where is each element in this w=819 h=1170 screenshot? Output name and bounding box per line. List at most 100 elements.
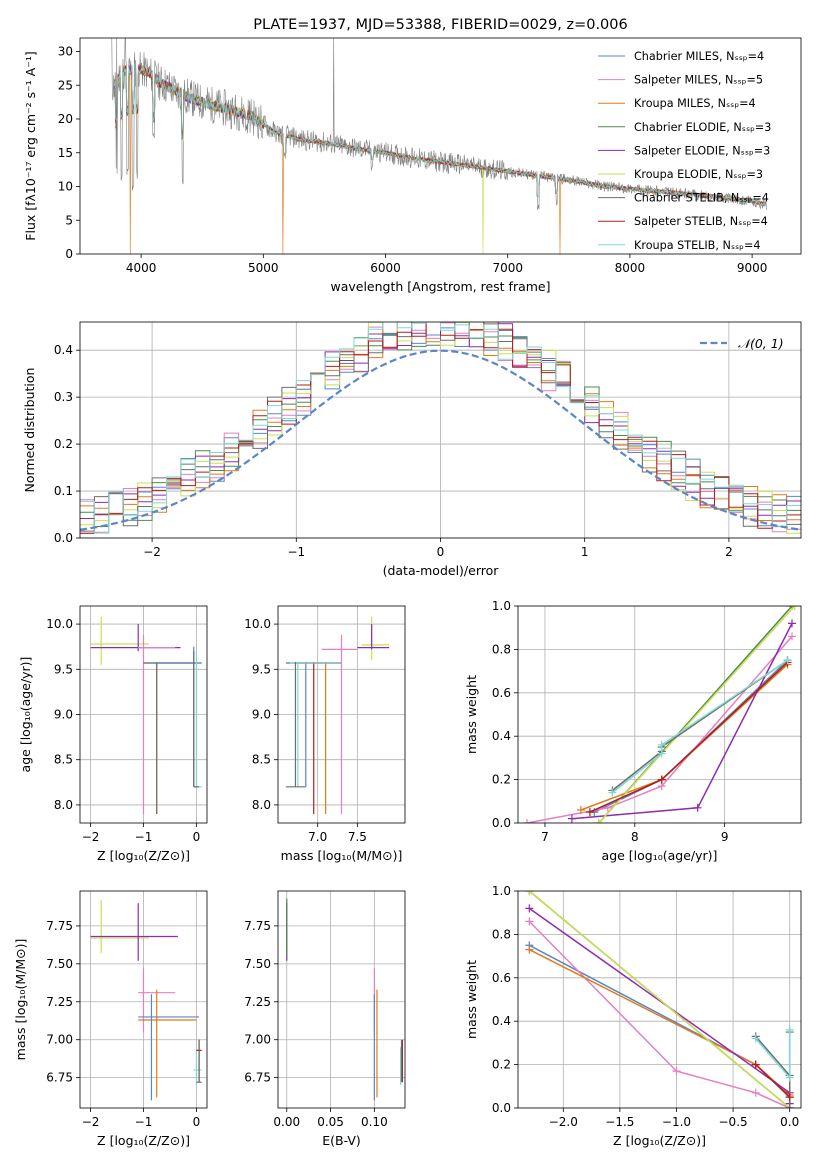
age_vs_z-plot-area	[80, 606, 207, 823]
mass_vs_z-frame	[79, 890, 208, 1109]
age_vs_z-ylabel: age [log₁₀(age/yr)]	[18, 657, 33, 773]
legend-entry: Kroupa STELIB, Nₛₛₚ=4	[634, 239, 760, 252]
marker-salpeter-miles	[672, 1067, 681, 1076]
weight_vs_z-frame	[517, 890, 802, 1109]
weight_vs_age-ytick-label: 0.8	[492, 642, 511, 656]
residuals-xtick-label: 0	[437, 545, 445, 559]
weight_vs_z-ytick-label: 0.4	[492, 1014, 511, 1028]
residuals-plot-area	[80, 322, 801, 538]
mass_vs_z-ytick-label: 7.50	[46, 957, 73, 971]
spectrum-legend: Chabrier MILES, Nₛₛₚ=4 Salpeter MILES, Nₛ…	[598, 50, 771, 252]
age_vs_z-ytick-label: 10.0	[46, 617, 73, 631]
weight_vs_z-xlabel: Z [log₁₀(Z/Z⊙)]	[613, 1133, 706, 1148]
mass_vs_ebv-ytick-label: 7.25	[244, 995, 271, 1009]
spectrum-xtick-label: 7000	[492, 261, 523, 275]
age_vs_z-axes: −2 −1 0 8.0 8.5 9.0 9.5 10.0 Z [log₁₀(Z/Z⊙)] age …	[18, 605, 208, 863]
mass_vs_z-ytick-label: 7.75	[46, 919, 73, 933]
residuals-axes: −2 −1 0 1 2 0.0 0.1 0.2 0.3 0.4 (data-model)/error…	[22, 321, 802, 578]
residuals-xlabel: (data-model)/error	[383, 563, 500, 578]
age_vs_mass-ytick-label: 10.0	[244, 617, 271, 631]
gauss-legend-label: 𝒩(0, 1)	[738, 336, 784, 351]
marker-salpeter-elodie	[788, 619, 797, 628]
weight_vs_z-ytick-label: 0.0	[492, 1101, 511, 1115]
mass_vs_z-ytick-label: 7.00	[46, 1033, 73, 1047]
age_vs_mass-axes: 7.0 7.5 8.0 8.5 9.0 9.5 10.0 mass [log₁₀(M/M⊙)]	[244, 605, 406, 863]
mass_vs_ebv-axes: 0.00 0.05 0.10 6.75 7.00 7.25 7.50 7.75 E(B-V)	[244, 890, 406, 1148]
legend-entry: Salpeter MILES, Nₛₛₚ=5	[634, 74, 763, 87]
marker-kroupa-elodie	[525, 891, 534, 895]
age_vs_z-xlabel: Z [log₁₀(Z/Z⊙)]	[97, 848, 190, 863]
line-salpeter-stelib	[589, 661, 789, 813]
marker-salpeter-stelib	[657, 775, 666, 784]
age_vs_mass-ytick-label: 8.0	[252, 798, 271, 812]
weight_vs_age-ylabel: mass weight	[464, 675, 479, 754]
residuals-ylabel: Normed distribution	[22, 368, 37, 493]
spectrum-ytick-label: 10	[58, 180, 73, 194]
spectrum-axes: 4000 5000 6000 7000 8000 9000 0 5 10 15 20 25 30 wave…	[23, 17, 802, 294]
age_vs_z-ytick-label: 9.0	[54, 708, 73, 722]
line-salpeter-stelib	[755, 1064, 791, 1098]
legend-entry: Kroupa ELODIE, Nₛₛₚ=3	[634, 168, 763, 181]
weight_vs_z-ylabel: mass weight	[464, 960, 479, 1039]
marker-salpeter-miles	[788, 632, 797, 641]
line-salpeter-miles	[526, 635, 793, 823]
weight_vs_z-xtick-label: −1.5	[605, 1115, 634, 1129]
spectrum-ylabel: Flux [fλ10⁻¹⁷ erg cm⁻² s⁻¹ A⁻¹]	[23, 51, 38, 240]
mass_vs_z-ylabel: mass [log₁₀(M/M⊙)]	[13, 939, 28, 1061]
mass_vs_ebv-xlabel: E(B-V)	[322, 1133, 361, 1148]
spectrum-xtick-label: 8000	[615, 261, 646, 275]
mass_vs_z-xlabel: Z [log₁₀(Z/Z⊙)]	[97, 1133, 190, 1148]
marker-kroupa-stelib	[785, 1025, 794, 1034]
marker-salpeter-miles	[525, 917, 534, 926]
marker-kroupa-elodie	[790, 606, 799, 610]
mass_vs_ebv-ytick-label: 7.75	[244, 919, 271, 933]
residuals-xtick-label: 2	[725, 545, 733, 559]
mass_vs_ebv-ytick-label: 7.00	[244, 1033, 271, 1047]
mass_vs_ebv-xtick-label: 0.00	[273, 1115, 300, 1129]
mass_vs_z-ytick-label: 7.25	[46, 995, 73, 1009]
marker-kroupa-stelib	[657, 749, 666, 758]
mass_vs_z-xtick-label: −1	[135, 1115, 153, 1129]
residuals-ytick-label: 0.1	[54, 484, 73, 498]
marker-salpeter-stelib	[585, 808, 594, 817]
weight_vs_z-axes: −2.0 −1.5 −1.0 −0.5 0.0 0.0 0.2 0.4 0.6 0.8 1.0 Z […	[464, 884, 802, 1148]
marker-salpeter-miles	[522, 819, 531, 823]
legend-entry: Chabrier ELODIE, Nₛₛₚ=3	[634, 121, 771, 134]
spectrum-ytick-label: 25	[58, 78, 73, 92]
residuals-ytick-label: 0.0	[54, 531, 73, 545]
weight_vs_z-xtick-label: −2.0	[549, 1115, 578, 1129]
marker-salpeter-elodie	[567, 814, 576, 823]
marker-salpeter-miles	[751, 1088, 760, 1097]
mass_vs_z-plot-area	[80, 891, 207, 1108]
age_vs_mass-ytick-label: 9.0	[252, 708, 271, 722]
age_vs_mass-frame	[277, 605, 406, 824]
age_vs_mass-ytick-label: 9.5	[252, 662, 271, 676]
spectrum-model-kroupa-stelib	[113, 63, 766, 206]
marker-kroupa-stelib	[608, 788, 617, 797]
weight_vs_age-axes: 7 8 9 0.0 0.2 0.4 0.6 0.8 1.0 age [log₁₀(age/yr)]…	[464, 599, 802, 863]
weight_vs_z-xtick-label: −0.5	[719, 1115, 748, 1129]
mass_vs_z-xtick-label: −2	[82, 1115, 100, 1129]
marker-chabrier-stelib	[785, 1104, 794, 1108]
weight_vs_age-xtick-label: 9	[721, 830, 729, 844]
weight_vs_z-ytick-label: 0.8	[492, 927, 511, 941]
weight_vs_age-xlabel: age [log₁₀(age/yr)]	[602, 848, 718, 863]
line-kroupa-elodie	[528, 891, 791, 1108]
mass_vs_z-xtick-label: 0	[193, 1115, 201, 1129]
legend-entry: Kroupa MILES, Nₛₛₚ=4	[634, 97, 756, 110]
marker-kroupa-miles	[525, 945, 534, 954]
marker-salpeter-elodie	[525, 904, 534, 913]
spectrum-xtick-label: 5000	[248, 261, 279, 275]
weight_vs_age-frame	[517, 605, 802, 824]
age_vs_mass-xtick-label: 7.5	[348, 830, 367, 844]
weight_vs_z-plot-area	[518, 891, 801, 1108]
age_vs_z-xtick-label: −1	[135, 830, 153, 844]
marker-salpeter-elodie	[693, 803, 702, 812]
age_vs_mass-xlabel: mass [log₁₀(M/M⊙)]	[281, 848, 403, 863]
weight_vs_age-ytick-label: 0.0	[492, 816, 511, 830]
spectrum-plot-area	[111, 38, 768, 254]
spectrum-frame	[79, 37, 802, 255]
age_vs_z-ytick-label: 8.0	[54, 798, 73, 812]
marker-kroupa-stelib	[783, 656, 792, 665]
marker-kroupa-stelib	[785, 1073, 794, 1082]
